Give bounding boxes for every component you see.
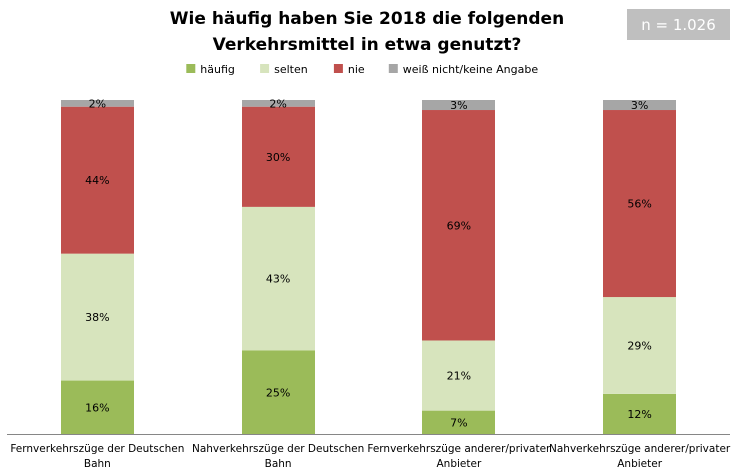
- data-label: 43%: [266, 273, 290, 286]
- data-label: 21%: [447, 370, 471, 383]
- category-label: Bahn: [265, 458, 292, 470]
- bars: [61, 100, 676, 434]
- bar-segment-weiß-nicht-keine-angabe: [603, 100, 676, 111]
- sample-size-badge-bg: [627, 9, 730, 40]
- legend-item: häufig: [186, 63, 235, 76]
- bar-segment-nie: [242, 106, 315, 207]
- category-label: Anbieter: [436, 458, 481, 470]
- bar-segment-häufig: [603, 393, 676, 434]
- chart-title: Wie häufig haben Sie 2018 die folgenden …: [170, 9, 564, 55]
- data-label: 12%: [627, 408, 651, 421]
- bar-segment-häufig: [242, 350, 315, 434]
- legend-swatch: [260, 64, 270, 73]
- bar-segment-weiß-nicht-keine-angabe: [242, 100, 315, 107]
- data-label: 3%: [450, 99, 467, 112]
- bar-segment-nie: [61, 106, 134, 254]
- legend-label: nie: [348, 63, 365, 76]
- category-labels: Fernverkehrszüge der Deutschen Bahn Nahver…: [10, 443, 731, 470]
- category-label: Fernverkehrszüge der Deutschen: [10, 443, 184, 455]
- bar-segment-selten: [422, 340, 495, 411]
- category-label: Nahverkehrszüge anderer/privater: [549, 443, 731, 455]
- data-label: 30%: [266, 151, 290, 164]
- data-labels: 16% 38% 44% 2% 25% 43% 30% 2% 7% 21% 69% 3% 12% 29% 56…: [85, 97, 652, 429]
- legend-label: weiß nicht/keine Angabe: [403, 63, 539, 76]
- data-label: 2%: [269, 97, 286, 110]
- chart-title-line-1: Wie häufig haben Sie 2018 die folgenden: [170, 9, 564, 29]
- data-label: 56%: [627, 198, 651, 211]
- legend-swatch: [186, 64, 196, 73]
- data-label: 25%: [266, 386, 290, 399]
- category-label: Fernverkehrszüge anderer/privater: [367, 443, 551, 455]
- bar-segment-nie: [422, 110, 495, 341]
- bar-segment-selten: [603, 297, 676, 394]
- chart-title-line-2: Verkehrsmittel in etwa genutzt?: [213, 35, 522, 55]
- legend-swatch: [333, 64, 343, 73]
- data-label: 7%: [450, 416, 467, 429]
- legend-item: nie: [333, 63, 365, 76]
- legend-item: weiß nicht/keine Angabe: [388, 63, 539, 76]
- bar-segment-häufig: [422, 410, 495, 434]
- bar-segment-nie: [603, 110, 676, 298]
- data-label: 44%: [85, 174, 109, 187]
- data-label: 16%: [85, 401, 109, 414]
- sample-size-label: n = 1.026: [641, 16, 716, 34]
- bar-segment-weiß-nicht-keine-angabe: [422, 100, 495, 111]
- data-label: 2%: [89, 97, 106, 110]
- category-label: Nahverkehrszüge der Deutschen: [192, 443, 364, 455]
- data-label: 29%: [627, 339, 651, 352]
- bar-segment-häufig: [61, 380, 134, 434]
- bar-segment-weiß-nicht-keine-angabe: [61, 100, 134, 107]
- legend-swatch: [388, 64, 398, 73]
- sample-size-badge: n = 1.026: [627, 9, 730, 40]
- category-label: Bahn: [84, 458, 111, 470]
- data-label: 69%: [447, 219, 471, 232]
- data-label: 3%: [631, 99, 648, 112]
- legend-label: selten: [274, 63, 308, 76]
- legend-item: selten: [260, 63, 308, 76]
- legend-label: häufig: [200, 63, 235, 76]
- bar-segment-selten: [61, 253, 134, 381]
- data-label: 38%: [85, 311, 109, 324]
- category-label: Anbieter: [617, 458, 662, 470]
- bar-segment-selten: [242, 206, 315, 351]
- legend: häufig selten nie weiß nicht/keine Angabe: [186, 63, 538, 76]
